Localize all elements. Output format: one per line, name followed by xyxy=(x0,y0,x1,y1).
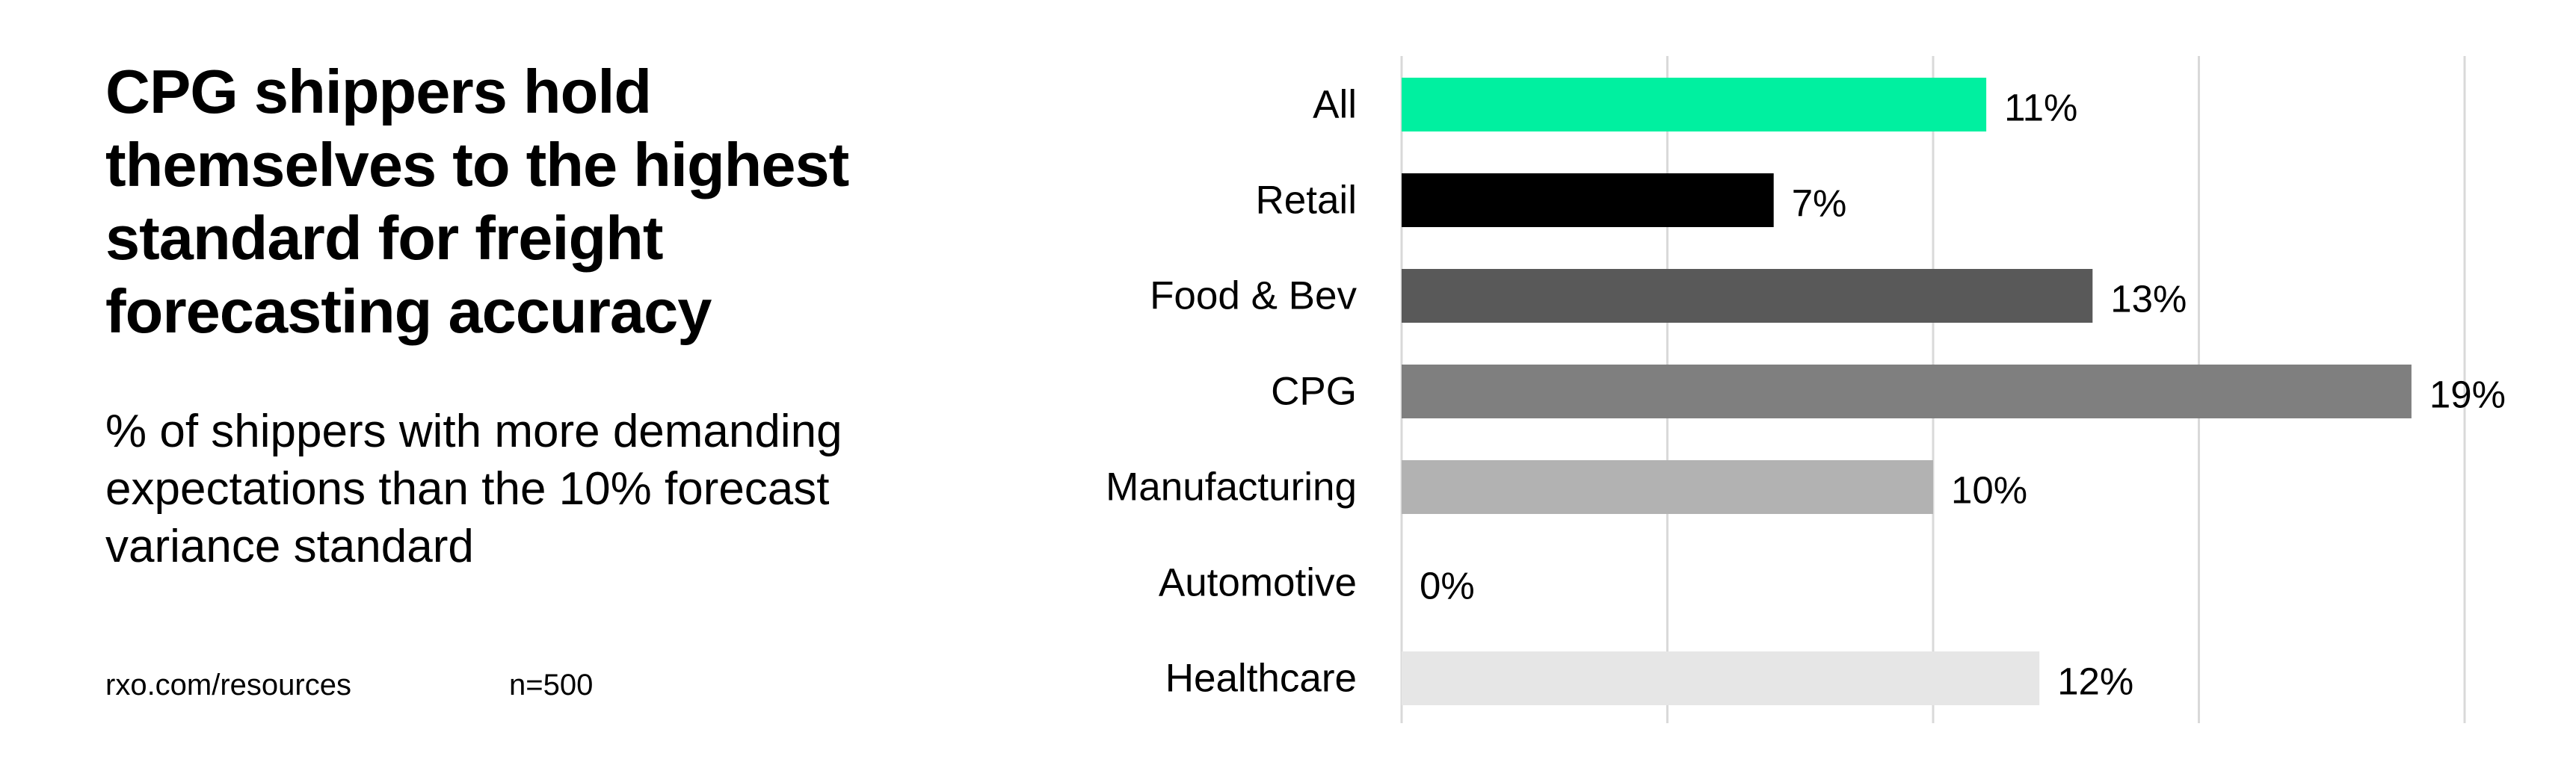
value-label: 10% xyxy=(1951,469,2027,512)
bar-manufacturing xyxy=(1402,460,1933,514)
category-label: Food & Bev xyxy=(1150,274,1357,318)
value-label: 7% xyxy=(1792,182,1847,225)
category-labels: All Retail Food & Bev CPG Manufacturing Autom… xyxy=(1106,83,1357,701)
bar-food-bev xyxy=(1402,269,2093,323)
value-label: 11% xyxy=(2004,87,2077,129)
bars xyxy=(1402,78,2412,705)
bar-all xyxy=(1402,78,1987,131)
category-label: Manufacturing xyxy=(1106,465,1357,509)
value-label: 19% xyxy=(2429,374,2506,416)
bar-healthcare xyxy=(1402,651,2040,705)
value-label: 0% xyxy=(1420,565,1475,607)
category-label: CPG xyxy=(1271,370,1357,414)
chart-area: All Retail Food & Bev CPG Manufacturing Autom… xyxy=(972,0,2576,758)
category-label: Healthcare xyxy=(1165,657,1357,701)
value-label: 13% xyxy=(2110,278,2187,320)
category-label: Retail xyxy=(1255,179,1357,223)
source-link[interactable]: rxo.com/resources xyxy=(105,669,351,701)
chart-subtitle: % of shippers with more demanding expect… xyxy=(105,406,842,572)
bar-cpg xyxy=(1402,365,2412,418)
category-label: Automotive xyxy=(1159,561,1357,605)
sample-size: n=500 xyxy=(509,669,594,701)
category-label: All xyxy=(1313,83,1357,127)
bar-chart: All Retail Food & Bev CPG Manufacturing Autom… xyxy=(1106,56,2506,723)
bar-retail xyxy=(1402,173,1774,227)
chart-headline: CPG shippers hold themselves to the high… xyxy=(105,57,849,346)
text-panel: CPG shippers hold themselves to the high… xyxy=(0,0,972,758)
data-labels: 11% 7% 13% 19% 10% 0% 12% xyxy=(1420,87,2506,703)
value-label: 12% xyxy=(2057,660,2133,703)
